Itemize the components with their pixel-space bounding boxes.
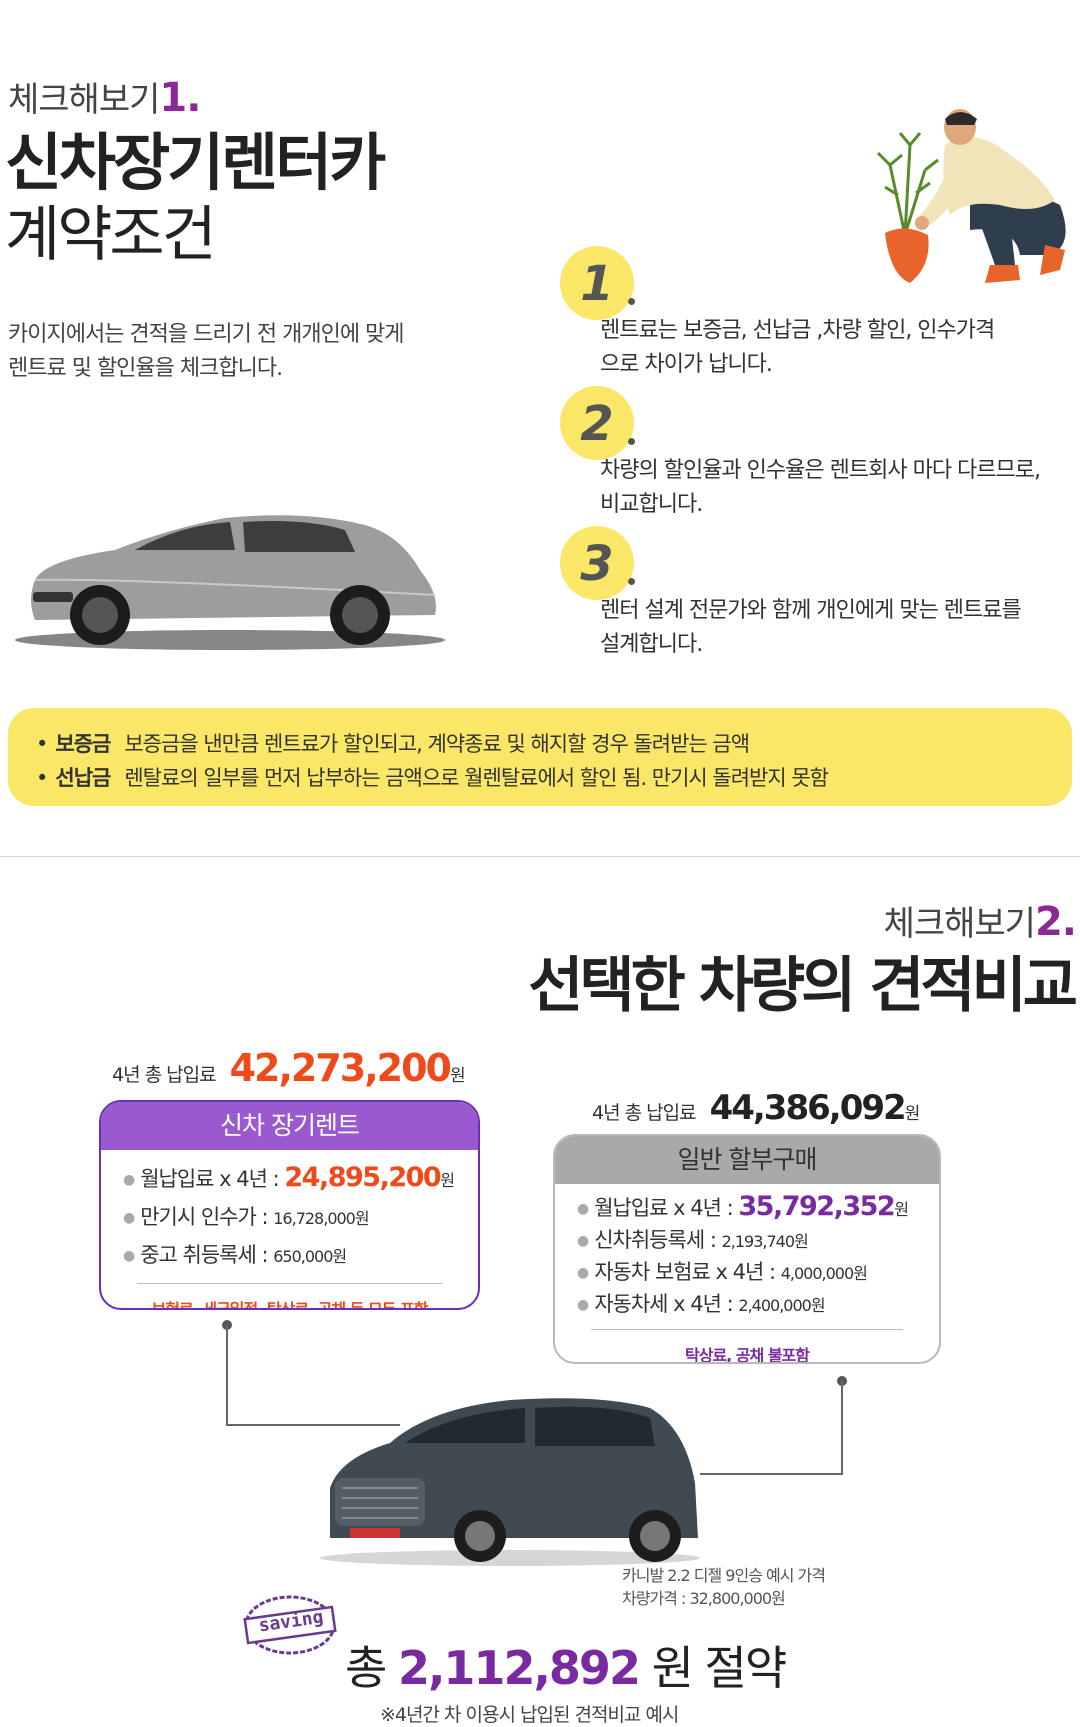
item-value: 2,193,740원 (721, 1232, 809, 1251)
minivan-car-image (320, 1398, 700, 1566)
rent-item: ● 월납입료 x 4년 : 24,895,200원 (123, 1162, 455, 1193)
item-value: 2,400,000원 (738, 1296, 825, 1315)
stamp-icon (243, 1595, 337, 1655)
step-circle (560, 526, 634, 600)
deposit-info-box: • 보증금 보증금을 낸만큼 렌트료가 할인되고, 계약종료 및 해지할 경우 돌려… (8, 708, 1072, 806)
total-amount: 44,386,092 (709, 1088, 907, 1128)
section-title: 선택한 차량의 견적비교 (528, 951, 1078, 1021)
step-dot (628, 298, 635, 305)
check-label-number: 2. (1034, 899, 1077, 945)
suv-car-image (15, 515, 445, 650)
saving-amount: 2,112,892 (397, 1641, 641, 1695)
caption-line: 차량가격 : 32,800,000원 (622, 1589, 786, 1608)
step-line: 으로 차이가 납니다. (600, 352, 773, 377)
section-divider (0, 856, 1080, 857)
loan-card-footer: 탁상료, 공채 불포함 (591, 1329, 903, 1362)
intro-line: 카이지에서는 견적을 드리기 전 개개인에 맞게 (8, 322, 405, 347)
intro-text: 카이지에서는 견적을 드리기 전 개개인에 맞게 렌트료 및 할인율을 체크합니… (8, 318, 488, 386)
person-planting-illustration (876, 109, 1066, 283)
item-highlight: 35,792,352 (738, 1191, 895, 1222)
rent-card-body: ● 월납입료 x 4년 : 24,895,200원 ● 만기시 인수가 : 16,7… (101, 1150, 478, 1308)
step-1: 1 렌트료는 보증금, 선납금 ,차량 할인, 인수가격 으로 차이가 납니다. (560, 246, 1080, 386)
step-line: 렌트료는 보증금, 선납금 ,차량 할인, 인수가격 (600, 318, 995, 343)
loan-item: ● 자동차세 x 4년 : 2,400,000원 (577, 1292, 826, 1316)
check-label-text: 체크해보기 (8, 80, 160, 120)
saving-prefix: 총 (345, 1641, 398, 1695)
page-title: 신차장기렌터카 (5, 126, 386, 199)
total-amount: 42,273,200 (229, 1046, 452, 1090)
rent-card: 신차 장기렌트 ● 월납입료 x 4년 : 24,895,200원 ● 만기시 인수… (99, 1100, 480, 1310)
item-label: 자동차 보험료 x 4년 : (594, 1260, 781, 1284)
total-unit: 원 (904, 1104, 921, 1124)
rent-total: 4년 총 납입료 42,273,200원 (112, 1046, 466, 1090)
bullet: • (36, 766, 48, 790)
item-unit: 원 (894, 1200, 909, 1219)
loan-item: ● 월납입료 x 4년 : 35,792,352원 (577, 1191, 909, 1222)
vehicle-caption: 카니발 2.2 디젤 9인승 예시 가격 차량가격 : 32,800,000원 (622, 1564, 826, 1610)
rent-item: ● 중고 취등록세 : 650,000원 (123, 1243, 347, 1267)
loan-card: 일반 할부구매 ● 월납입료 x 4년 : 35,792,352원 ● 신차취등록세… (553, 1134, 941, 1364)
step-number: 2 (580, 396, 614, 452)
info-term: 선납금 (55, 766, 111, 790)
step-line: 차량의 할인율과 인수율은 렌트회사 마다 다르므로, (600, 458, 1041, 483)
check-label-text: 체크해보기 (883, 904, 1036, 944)
step-dot (628, 578, 635, 585)
item-label: 자동차세 x 4년 : (594, 1292, 739, 1316)
step-circle (560, 386, 634, 460)
loan-card-body: ● 월납입료 x 4년 : 35,792,352원 ● 신차취등록세 : 2,193… (555, 1184, 939, 1363)
footnote: ※4년간 차 이용시 납입된 견적비교 예시 (380, 1704, 679, 1726)
step-number: 1 (580, 256, 614, 312)
info-term: 보증금 (55, 732, 111, 756)
loan-item: ● 자동차 보험료 x 4년 : 4,000,000원 (577, 1260, 868, 1284)
item-value: 4,000,000원 (780, 1264, 868, 1283)
saving-stamp: saving (240, 1591, 340, 1659)
step-line: 비교합니다. (600, 492, 703, 517)
check-label-1: 체크해보기1. (8, 72, 201, 121)
total-label: 4년 총 납입료 (112, 1064, 217, 1086)
step-number: 3 (580, 536, 614, 592)
item-unit: 원 (440, 1171, 455, 1190)
page-subtitle: 계약조건 (5, 200, 217, 270)
rent-card-footer: 보험료, 세금일절, 탁상료, 공채 등 모두 포함 (137, 1283, 442, 1308)
bullet: • (36, 732, 48, 756)
intro-line: 렌트료 및 할인율을 체크합니다. (8, 356, 283, 381)
rent-item: ● 만기시 인수가 : 16,728,000원 (123, 1205, 370, 1229)
info-row-prepay: • 선납금 렌탈료의 일부를 먼저 납부하는 금액으로 월렌탈료에서 할인 됨. 만… (36, 762, 829, 792)
saving-total: 총 2,112,892 원 절약 (345, 1632, 788, 1698)
step-line: 설계합니다. (600, 632, 703, 657)
loan-card-header: 일반 할부구매 (555, 1136, 939, 1184)
item-value: 650,000원 (273, 1247, 347, 1266)
check-label-number: 1. (159, 75, 201, 121)
step-circle (560, 246, 634, 320)
step-text: 차량의 할인율과 인수율은 렌트회사 마다 다르므로, 비교합니다. (600, 454, 1041, 522)
saving-suffix: 원 절약 (638, 1641, 788, 1695)
info-row-deposit: • 보증금 보증금을 낸만큼 렌트료가 할인되고, 계약종료 및 해지할 경우 돌려… (36, 728, 750, 758)
step-text: 렌트료는 보증금, 선납금 ,차량 할인, 인수가격 으로 차이가 납니다. (600, 314, 995, 382)
item-label: 만기시 인수가 : (140, 1205, 274, 1229)
rent-card-header: 신차 장기렌트 (101, 1102, 478, 1150)
step-line: 렌터 설계 전문가와 함께 개인에게 맞는 렌트료를 (600, 598, 1022, 623)
step-2: 2 차량의 할인율과 인수율은 렌트회사 마다 다르므로, 비교합니다. (560, 386, 1080, 526)
check-label-2: 체크해보기2. (883, 896, 1077, 945)
item-value: 16,728,000원 (273, 1209, 369, 1228)
item-label: 월납입료 x 4년 : (140, 1167, 285, 1191)
item-label: 중고 취등록세 : (140, 1243, 274, 1267)
caption-line: 카니발 2.2 디젤 9인승 예시 가격 (622, 1566, 826, 1585)
total-unit: 원 (449, 1066, 466, 1086)
total-label: 4년 총 납입료 (592, 1102, 697, 1124)
loan-total: 4년 총 납입료 44,386,092원 (592, 1088, 921, 1128)
step-3: 3 렌터 설계 전문가와 함께 개인에게 맞는 렌트료를 설계합니다. (560, 526, 1080, 666)
loan-item: ● 신차취등록세 : 2,193,740원 (577, 1228, 809, 1252)
item-label: 월납입료 x 4년 : (594, 1196, 739, 1220)
step-dot (628, 438, 635, 445)
info-desc: 렌탈료의 일부를 먼저 납부하는 금액으로 월렌탈료에서 할인 됨. 만기시 돌… (124, 766, 829, 790)
step-text: 렌터 설계 전문가와 함께 개인에게 맞는 렌트료를 설계합니다. (600, 594, 1022, 662)
item-highlight: 24,895,200 (284, 1162, 441, 1193)
info-desc: 보증금을 낸만큼 렌트료가 할인되고, 계약종료 및 해지할 경우 돌려받는 금… (124, 732, 750, 756)
item-label: 신차취등록세 : (594, 1228, 722, 1252)
